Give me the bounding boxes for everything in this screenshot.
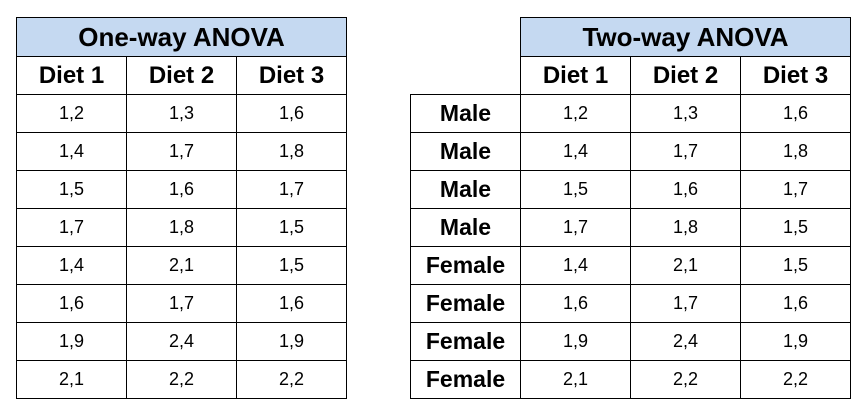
table-cell: 2,1 [16, 360, 127, 399]
table-row: 1,6 1,7 1,6 [16, 284, 348, 323]
table-cell: 1,5 [740, 246, 851, 285]
table-cell: 1,2 [16, 94, 127, 133]
table-row: 1,4 1,7 1,8 [16, 132, 348, 171]
table-cell: 1,7 [235, 170, 348, 209]
table-cell: 1,6 [126, 170, 237, 209]
table-row: 1,4 2,1 1,5 [16, 246, 348, 285]
table-cell: 1,9 [235, 322, 348, 361]
table-cell: 1,7 [520, 208, 631, 247]
table-cell: 1,9 [16, 322, 127, 361]
column-header: Diet 1 [520, 56, 631, 95]
column-header: Diet 2 [126, 56, 237, 95]
table-cell: 1,6 [235, 94, 348, 133]
table-cell: 1,6 [16, 284, 127, 323]
column-header: Diet 1 [16, 56, 127, 95]
table-title-row: Two-way ANOVA [411, 17, 851, 57]
table-cell: 1,6 [630, 170, 741, 209]
table-cell: 2,2 [235, 360, 348, 399]
table-cell: 1,8 [630, 208, 741, 247]
table-cell: 2,1 [126, 246, 237, 285]
table-cell: 1,4 [520, 132, 631, 171]
table-cell: 1,7 [16, 208, 127, 247]
table-cell: 1,9 [520, 322, 631, 361]
table-cell: 2,1 [630, 246, 741, 285]
table-header-row: Diet 1 Diet 2 Diet 3 [16, 56, 348, 95]
table-cell: 1,6 [235, 284, 348, 323]
table-row: Male 1,5 1,6 1,7 [410, 170, 851, 209]
table-row: 1,9 2,4 1,9 [16, 322, 348, 361]
table-cell: 1,7 [630, 132, 741, 171]
one-way-anova-table: One-way ANOVA Diet 1 Diet 2 Diet 3 1,2 1,… [15, 17, 348, 399]
table-cell: 1,5 [16, 170, 127, 209]
table-cell: 1,7 [740, 170, 851, 209]
row-label: Female [410, 360, 521, 399]
table-row: Male 1,4 1,7 1,8 [410, 132, 851, 171]
table-row: Female 1,9 2,4 1,9 [410, 322, 851, 361]
table-title: One-way ANOVA [15, 17, 348, 57]
blank-corner-cell [411, 18, 521, 57]
table-row: 1,2 1,3 1,6 [16, 94, 348, 133]
table-cell: 2,2 [126, 360, 237, 399]
two-way-table-body: Male 1,2 1,3 1,6 Male 1,4 1,7 1,8 Male 1,5 1,6 1,7 M… [410, 94, 851, 399]
two-way-anova-table: Two-way ANOVA Diet 1 Diet 2 Diet 3 Male 1… [410, 17, 851, 399]
table-cell: 1,6 [740, 284, 851, 323]
table-row: 1,5 1,6 1,7 [16, 170, 348, 209]
one-way-table-body: 1,2 1,3 1,6 1,4 1,7 1,8 1,5 1,6 1,7 1,7 1,8 1,5 1,4 2… [16, 94, 348, 399]
table-row: 2,1 2,2 2,2 [16, 360, 348, 399]
column-header: Diet 3 [235, 56, 348, 95]
table-cell: 1,7 [630, 284, 741, 323]
table-cell: 1,8 [126, 208, 237, 247]
row-label: Female [410, 284, 521, 323]
table-cell: 1,7 [126, 284, 237, 323]
row-label: Male [410, 208, 521, 247]
table-row: Male 1,2 1,3 1,6 [410, 94, 851, 133]
column-header: Diet 2 [630, 56, 741, 95]
table-row: Male 1,7 1,8 1,5 [410, 208, 851, 247]
table-cell: 2,1 [520, 360, 631, 399]
table-cell: 1,8 [740, 132, 851, 171]
table-cell: 1,4 [16, 246, 127, 285]
table-cell: 2,4 [126, 322, 237, 361]
table-row: Female 1,6 1,7 1,6 [410, 284, 851, 323]
table-cell: 1,5 [235, 246, 348, 285]
table-cell: 1,5 [740, 208, 851, 247]
row-label: Female [410, 246, 521, 285]
row-label: Female [410, 322, 521, 361]
table-cell: 1,4 [16, 132, 127, 171]
table-cell: 1,2 [520, 94, 631, 133]
row-label: Male [410, 132, 521, 171]
row-label: Male [410, 170, 521, 209]
table-cell: 1,4 [520, 246, 631, 285]
table-cell: 1,6 [740, 94, 851, 133]
table-title: Two-way ANOVA [520, 17, 851, 57]
table-cell: 2,4 [630, 322, 741, 361]
row-label: Male [410, 94, 521, 133]
table-row: Female 1,4 2,1 1,5 [410, 246, 851, 285]
table-cell: 1,6 [520, 284, 631, 323]
table-cell: 1,3 [630, 94, 741, 133]
blank-corner-cell [411, 57, 521, 95]
column-header: Diet 3 [740, 56, 851, 95]
table-title-row: One-way ANOVA [15, 17, 348, 57]
table-cell: 1,3 [126, 94, 237, 133]
table-header-row: Diet 1 Diet 2 Diet 3 [411, 56, 851, 95]
table-cell: 1,5 [520, 170, 631, 209]
table-cell: 1,5 [235, 208, 348, 247]
table-cell: 1,7 [126, 132, 237, 171]
table-row: 1,7 1,8 1,5 [16, 208, 348, 247]
table-cell: 2,2 [740, 360, 851, 399]
table-row: Female 2,1 2,2 2,2 [410, 360, 851, 399]
table-cell: 2,2 [630, 360, 741, 399]
table-cell: 1,8 [235, 132, 348, 171]
table-cell: 1,9 [740, 322, 851, 361]
